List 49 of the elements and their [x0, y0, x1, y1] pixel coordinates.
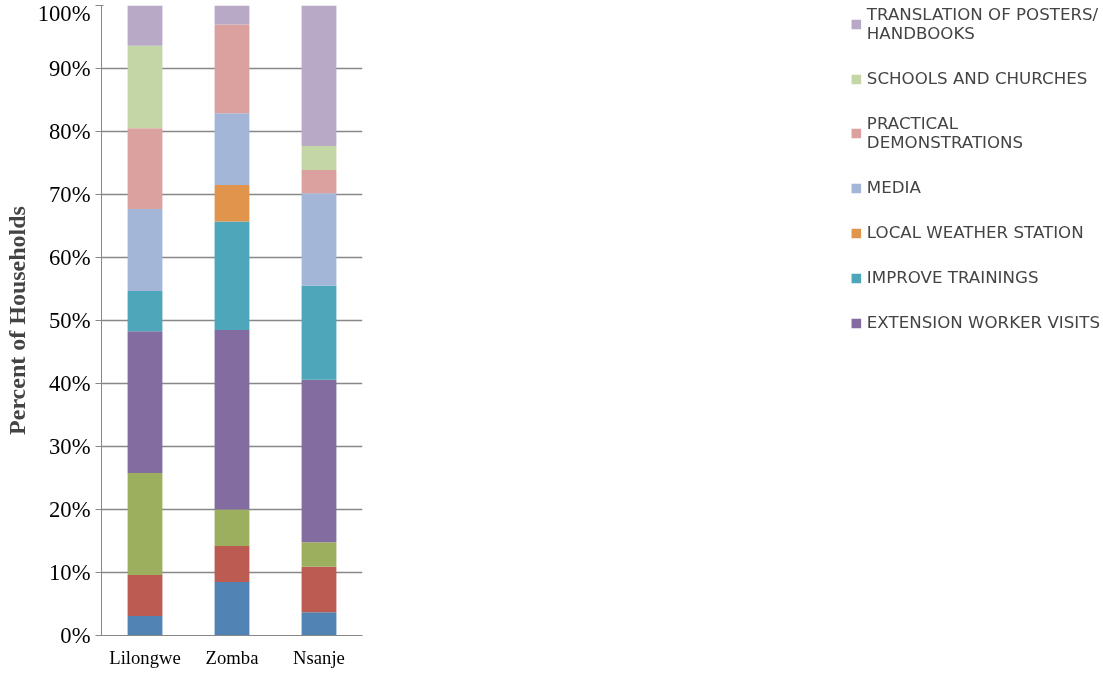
bar	[301, 379, 337, 543]
bar	[214, 509, 250, 547]
y-tick-label: 20%	[48, 497, 91, 522]
x-tick-label: Lilongwe	[109, 646, 181, 668]
legend-label: IMPROVE TRAININGS	[866, 268, 1039, 287]
bar	[127, 331, 163, 473]
bar	[214, 185, 250, 222]
bar	[127, 208, 163, 291]
y-tick-label: 10%	[48, 560, 91, 585]
bar	[214, 113, 250, 186]
bar	[214, 581, 250, 636]
bar	[301, 612, 337, 636]
bar	[127, 615, 163, 636]
bar	[214, 329, 250, 510]
legend-label: TRANSLATION OF POSTERS/ HANDBOOKS	[866, 5, 1099, 43]
bar	[214, 546, 250, 582]
bar	[127, 45, 163, 129]
y-tick-label: 50%	[48, 308, 91, 333]
bar	[127, 290, 163, 332]
bar	[301, 169, 337, 194]
y-axis-title: Percent of Households	[3, 206, 30, 435]
bar	[301, 566, 337, 613]
bar	[127, 128, 163, 209]
y-tick-label: 80%	[48, 119, 91, 144]
bar	[127, 472, 163, 576]
y-tick-label: 30%	[48, 434, 91, 459]
x-tick-label: Nsanje	[293, 646, 345, 668]
bar	[127, 5, 163, 46]
bar	[301, 193, 337, 286]
legend-label: PRACTICAL DEMONSTRATIONS	[866, 114, 1024, 152]
bar	[301, 5, 337, 146]
bar	[214, 221, 250, 330]
bar	[301, 285, 337, 380]
bar	[214, 24, 250, 114]
bar	[301, 145, 337, 170]
y-tick-label: 90%	[48, 56, 91, 81]
bar	[127, 575, 163, 616]
bar	[214, 5, 250, 25]
legend-label: LOCAL WEATHER STATION	[866, 223, 1084, 242]
legend-label: SCHOOLS AND CHURCHES	[866, 69, 1088, 88]
y-tick-label: 40%	[48, 371, 91, 396]
legend-label: MEDIA	[866, 178, 921, 197]
y-tick-label: 0%	[60, 623, 91, 648]
x-tick-label: Zomba	[205, 646, 260, 668]
bar	[301, 542, 337, 567]
y-tick-label: 70%	[48, 182, 91, 207]
y-tick-label: 100%	[37, 0, 91, 26]
y-tick-label: 60%	[48, 245, 91, 270]
legend-label: EXTENSION WORKER VISITS	[866, 313, 1100, 332]
